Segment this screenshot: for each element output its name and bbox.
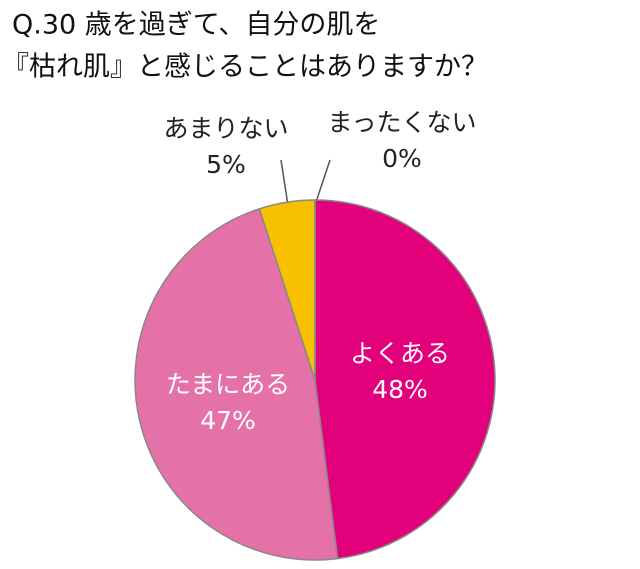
value-label: 0% <box>382 144 422 173</box>
value-label: 47% <box>200 406 256 435</box>
slice-label: あまりない <box>163 114 288 143</box>
value-label: 48% <box>372 375 428 404</box>
chart-title: 『枯れ肌』と感じることはありますか？ <box>2 52 488 83</box>
chart-title: Q.30 歳を過ぎて、自分の肌を <box>12 10 380 41</box>
pie-slice <box>134 207 339 561</box>
leader-line <box>315 159 331 203</box>
value-label: 5% <box>206 150 246 179</box>
slice-label: まったくない <box>327 108 476 137</box>
slice-label: よくある <box>350 339 450 368</box>
slice-label: たまにある <box>166 370 290 399</box>
pie-slice <box>314 199 496 560</box>
